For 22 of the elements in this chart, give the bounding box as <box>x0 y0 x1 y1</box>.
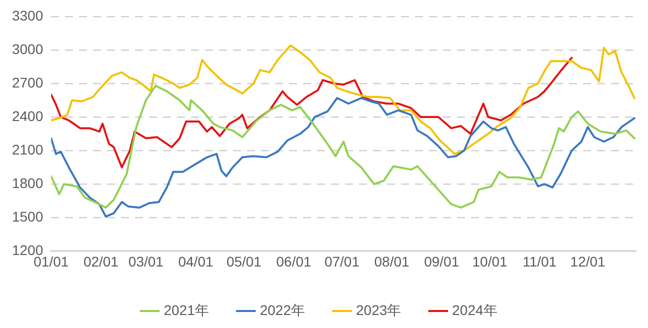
y-tick-label: 2100 <box>12 141 44 158</box>
y-tick-label: 1500 <box>12 208 44 225</box>
x-tick-label: 02/01 <box>83 253 119 270</box>
x-tick-label: 04/01 <box>178 253 214 270</box>
legend-label: 2022年 <box>260 302 306 318</box>
x-tick-label: 10/01 <box>472 253 508 270</box>
y-tick-label: 3000 <box>12 40 44 57</box>
x-tick-label: 06/01 <box>276 253 312 270</box>
x-tick-label: 03/01 <box>128 253 164 270</box>
x-tick-label: 11/01 <box>522 253 557 270</box>
y-tick-label: 1800 <box>12 174 44 191</box>
legend-label: 2024年 <box>452 302 498 318</box>
legend-label: 2021年 <box>164 302 209 318</box>
y-tick-label: 3300 <box>12 7 44 24</box>
y-tick-label: 2700 <box>12 74 44 90</box>
x-tick-label: 08/01 <box>374 253 410 270</box>
legend-label: 2023年 <box>356 302 402 318</box>
x-tick-label: 12/01 <box>570 253 606 270</box>
x-tick-label: 05/01 <box>226 253 262 270</box>
y-tick-label: 2400 <box>12 108 44 124</box>
x-tick-label: 09/01 <box>424 253 460 270</box>
x-tick-label: 07/01 <box>324 253 360 270</box>
